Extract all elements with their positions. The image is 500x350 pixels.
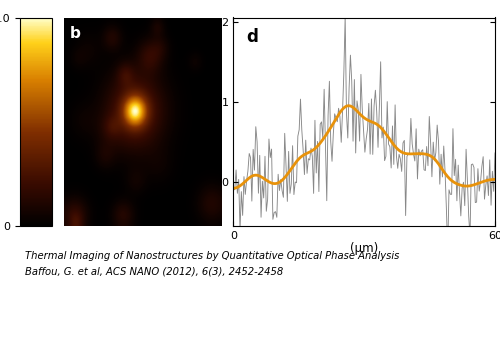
Y-axis label: T(K): T(K): [206, 110, 218, 134]
Text: d: d: [246, 28, 258, 46]
X-axis label: (μm): (μm): [350, 242, 378, 255]
Text: Thermal Imaging of Nanostructures by Quantitative Optical Phase Analysis
Baffou,: Thermal Imaging of Nanostructures by Qua…: [25, 251, 399, 277]
Text: b: b: [70, 26, 81, 41]
